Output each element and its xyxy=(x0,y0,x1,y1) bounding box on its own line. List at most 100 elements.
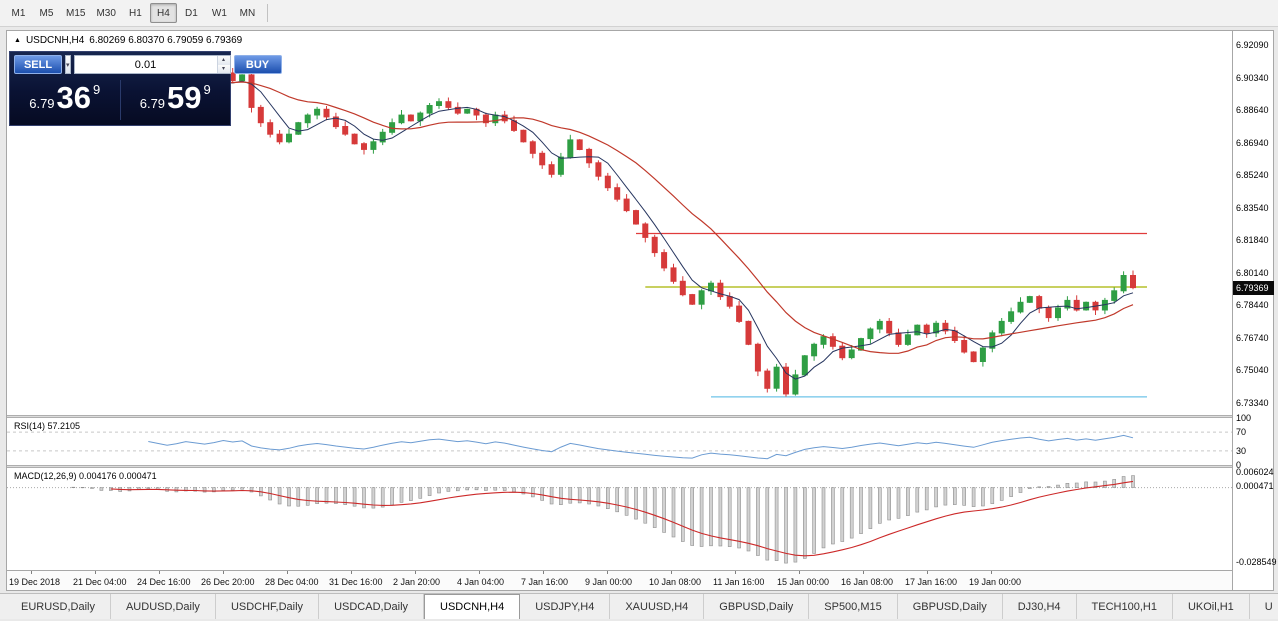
time-label: 7 Jan 16:00 xyxy=(521,577,569,587)
macd-canvas[interactable] xyxy=(7,468,1233,570)
time-label: 17 Jan 16:00 xyxy=(905,577,958,587)
timeframe-mn[interactable]: MN xyxy=(239,7,256,19)
price-tick: 6.73340 xyxy=(1236,398,1269,408)
timeframe-d1[interactable]: D1 xyxy=(185,7,198,19)
tab-sp500-m15[interactable]: SP500,M15 xyxy=(809,594,898,619)
time-axis[interactable]: 19 Dec 2018 21 Dec 04:00 24 Dec 16:00 26 De… xyxy=(7,570,1233,590)
spinner-up-icon[interactable]: ▴ xyxy=(217,56,230,65)
macd-histogram xyxy=(71,475,1135,564)
rsi-pane[interactable]: RSI(14) 57.2105 xyxy=(7,418,1233,465)
price-tick: 6.88640 xyxy=(1236,105,1269,115)
tab-usdcad-daily[interactable]: USDCAD,Daily xyxy=(319,594,425,619)
time-tick xyxy=(415,571,416,574)
time-tick xyxy=(479,571,480,574)
time-tick xyxy=(735,571,736,574)
time-tick xyxy=(607,571,608,574)
sell-quote[interactable]: 6.79 36 9 xyxy=(12,76,118,124)
timeframe-w1[interactable]: W1 xyxy=(211,7,227,19)
time-tick xyxy=(991,571,992,574)
timeframe-m30[interactable]: M30 xyxy=(96,7,116,19)
tab-eurusd-daily[interactable]: EURUSD,Daily xyxy=(6,594,111,619)
sell-dropdown-button[interactable]: ▾ xyxy=(65,55,71,74)
time-label: 21 Dec 04:00 xyxy=(73,577,127,587)
tab-usdcnh-h4[interactable]: USDCNH,H4 xyxy=(424,594,521,619)
timeframe-m5[interactable]: M5 xyxy=(39,7,54,19)
macd-tick: 0.000471 xyxy=(1236,481,1274,491)
time-label: 26 Dec 20:00 xyxy=(201,577,255,587)
sell-price-big: 36 xyxy=(56,80,92,115)
price-tick: 6.92090 xyxy=(1236,40,1269,50)
sell-price-sup: 9 xyxy=(93,82,101,97)
time-tick xyxy=(351,571,352,574)
timeframe-m15[interactable]: M15 xyxy=(66,7,86,19)
macd-tick: 0.006024 xyxy=(1236,467,1274,477)
time-tick xyxy=(95,571,96,574)
main-chart-pane[interactable]: ▲ USDCNH,H4 6.80269 6.80370 6.79059 6.79… xyxy=(7,31,1233,415)
time-tick xyxy=(287,571,288,574)
tab-usdjpy-h4[interactable]: USDJPY,H4 xyxy=(520,594,611,619)
spinner-down-icon[interactable]: ▾ xyxy=(217,64,230,73)
time-label: 24 Dec 16:00 xyxy=(137,577,191,587)
time-tick xyxy=(863,571,864,574)
chart-tab-bar: EURUSD,Daily AUDUSD,Daily USDCHF,Daily USDC… xyxy=(0,593,1278,619)
price-tick: 6.81840 xyxy=(1236,235,1269,245)
time-label: 16 Jan 08:00 xyxy=(841,577,894,587)
tab-usdchf-daily[interactable]: USDCHF,Daily xyxy=(216,594,320,619)
time-label: 9 Jan 00:00 xyxy=(585,577,633,587)
time-tick xyxy=(799,571,800,574)
tab-xauusd-h4[interactable]: XAUUSD,H4 xyxy=(610,594,705,619)
volume-stepper: ▴ ▾ xyxy=(73,55,231,74)
quote-divider xyxy=(119,80,121,120)
chart-symbol-icon: ▲ xyxy=(14,36,21,44)
tab-ukoil-h1[interactable]: UKOil,H1 xyxy=(1173,594,1250,619)
macd-pane[interactable]: MACD(12,26,9) 0.004176 0.000471 xyxy=(7,468,1233,570)
time-label: 10 Jan 08:00 xyxy=(649,577,702,587)
timeframe-h4[interactable]: H4 xyxy=(149,3,177,23)
price-tick: 6.90340 xyxy=(1236,73,1269,83)
time-label: 28 Dec 04:00 xyxy=(265,577,319,587)
horizontal-lines[interactable] xyxy=(636,232,1147,398)
buy-button[interactable]: BUY xyxy=(233,55,282,74)
time-label: 11 Jan 16:00 xyxy=(713,577,765,587)
tab-gbpusd-daily[interactable]: GBPUSD,Daily xyxy=(898,594,1003,619)
toolbar-separator xyxy=(266,4,268,22)
rsi-tick: 70 xyxy=(1236,427,1247,437)
time-tick xyxy=(31,571,32,574)
buy-price-prefix: 6.79 xyxy=(139,96,166,111)
time-label: 19 Dec 2018 xyxy=(9,577,61,587)
macd-signal-line xyxy=(110,480,1134,557)
time-label: 19 Jan 00:00 xyxy=(969,577,1022,587)
tab-u[interactable]: U xyxy=(1250,594,1278,619)
chart-window: ▲ USDCNH,H4 6.80269 6.80370 6.79059 6.79… xyxy=(6,30,1277,591)
tab-gbpusd-daily[interactable]: GBPUSD,Daily xyxy=(704,594,810,619)
volume-spinner[interactable]: ▴ ▾ xyxy=(216,56,230,73)
buy-price-sup: 9 xyxy=(203,82,211,97)
macd-label: MACD(12,26,9) 0.004176 0.000471 xyxy=(14,471,157,481)
price-tick: 6.85240 xyxy=(1236,170,1269,180)
rsi-tick: 0 xyxy=(1236,460,1242,470)
timeframe-toolbar: M1 M5 M15 M30 H1 H4 D1 W1 MN xyxy=(0,0,1278,27)
chart-title-ohlc: 6.80269 6.80370 6.79059 6.79369 xyxy=(89,35,243,46)
volume-input[interactable] xyxy=(74,56,217,73)
buy-quote[interactable]: 6.79 59 9 xyxy=(123,76,229,124)
time-tick xyxy=(223,571,224,574)
timeframe-m1[interactable]: M1 xyxy=(11,7,26,19)
price-scale[interactable]: 6.92090 6.90340 6.88640 6.86940 6.85240 6.835… xyxy=(1232,31,1277,590)
price-tick: 6.78440 xyxy=(1236,300,1269,310)
tab-audusd-daily[interactable]: AUDUSD,Daily xyxy=(111,594,216,619)
timeframe-h1[interactable]: H1 xyxy=(129,7,142,19)
current-price-badge: 6.79369 xyxy=(1233,281,1274,295)
time-label: 31 Dec 16:00 xyxy=(329,577,383,587)
tab-dj30-h4[interactable]: DJ30,H4 xyxy=(1003,594,1077,619)
rsi-tick: 100 xyxy=(1236,413,1252,423)
ma-slow-line xyxy=(157,76,1134,354)
price-tick: 6.75040 xyxy=(1236,365,1269,375)
rsi-canvas[interactable] xyxy=(7,418,1233,465)
tab-tech100-h1[interactable]: TECH100,H1 xyxy=(1077,594,1173,619)
chart-title-symbol: USDCNH,H4 xyxy=(25,35,85,46)
pane-splitter[interactable] xyxy=(7,465,1233,468)
pane-splitter[interactable] xyxy=(7,415,1233,418)
sell-button[interactable]: SELL xyxy=(14,55,62,74)
time-tick xyxy=(927,571,928,574)
time-tick xyxy=(159,571,160,574)
